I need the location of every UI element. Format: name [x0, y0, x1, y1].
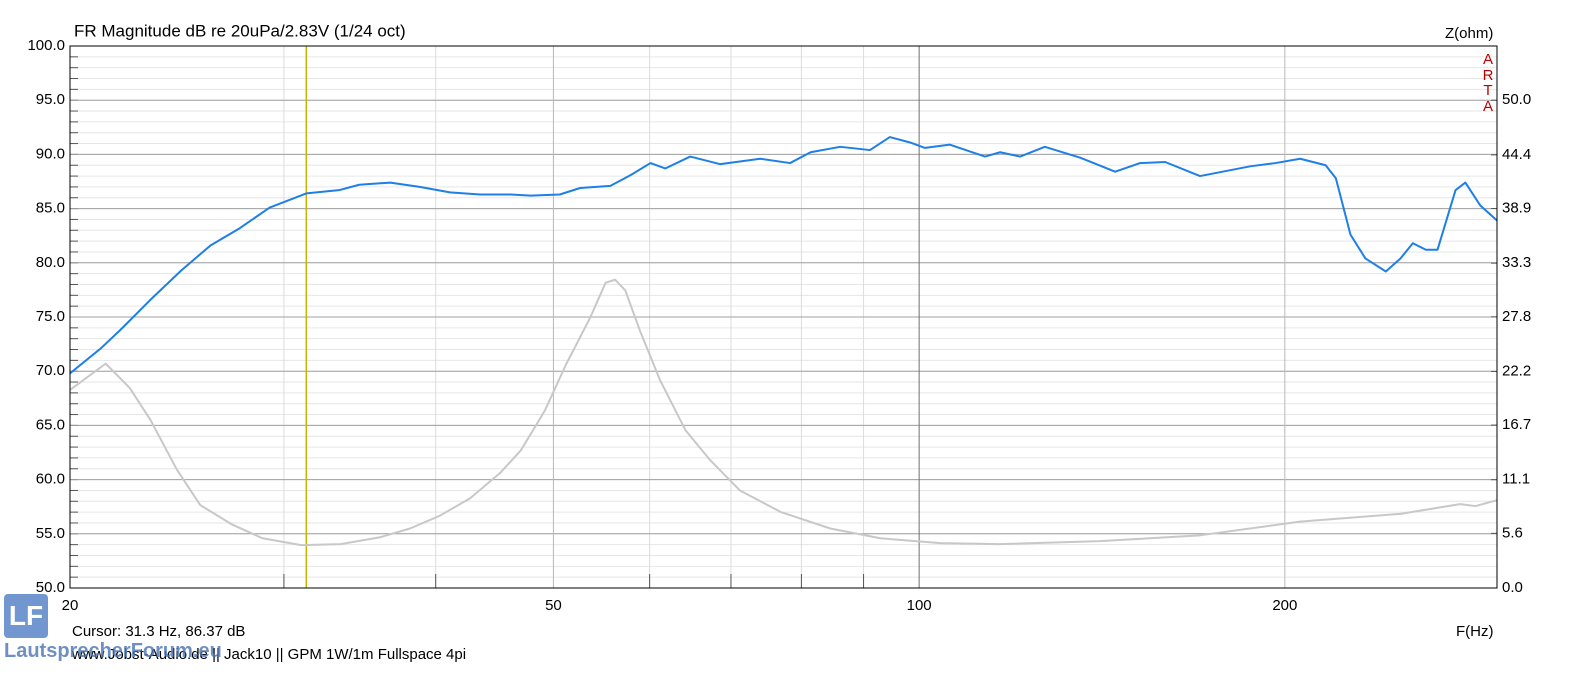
x-tick-label: 50: [545, 597, 562, 614]
y-tick-label: 85.0: [36, 200, 65, 217]
y2-tick-label: 44.4: [1502, 146, 1531, 163]
y-tick-label: 90.0: [36, 145, 65, 162]
y-tick-label: 80.0: [36, 254, 65, 271]
y2-tick-label: 33.3: [1502, 254, 1531, 271]
x-tick-label: 200: [1272, 597, 1297, 614]
logo: LF LautsprecherForum.eu: [4, 594, 222, 662]
series-line: [69, 136, 1498, 375]
y-tick-label: 75.0: [36, 308, 65, 325]
x-tick-label: 100: [907, 597, 932, 614]
y-tick-label: 60.0: [36, 471, 65, 488]
y2-tick-label: 50.0: [1502, 91, 1531, 108]
y-tick-label: 50.0: [36, 579, 65, 596]
cursor-readout: Cursor: 31.3 Hz, 86.37 dB: [72, 623, 245, 640]
y2-tick-label: 16.7: [1502, 416, 1531, 433]
plot-frame: [69, 45, 1498, 589]
y2-tick-label: 5.6: [1502, 524, 1523, 541]
y2-tick-label: 27.8: [1502, 308, 1531, 325]
series-line: [69, 278, 1498, 547]
y2-tick-label: 0.0: [1502, 579, 1523, 596]
y2-axis-label: Z(ohm): [1445, 25, 1493, 42]
footer: www.Jobst-Audio.de || Jack10 || GPM 1W/1…: [71, 646, 466, 663]
y2-tick-label: 11.1: [1502, 471, 1530, 488]
logo-mark: LF: [4, 594, 48, 638]
y2-tick-label: 22.2: [1502, 362, 1531, 379]
y-tick-label: 95.0: [36, 91, 65, 108]
y-tick-label: 65.0: [36, 416, 65, 433]
y-tick-label: 70.0: [36, 362, 65, 379]
y2-tick-label: 38.9: [1502, 199, 1531, 216]
chart-title: FR Magnitude dB re 20uPa/2.83V (1/24 oct…: [74, 21, 406, 40]
x-tick-label: 20: [62, 597, 79, 614]
y-tick-label: 100.0: [27, 37, 65, 54]
logo-text: LautsprecherForum.eu: [4, 640, 222, 662]
x-axis-label: F(Hz): [1456, 623, 1494, 640]
brand: ARTA: [1482, 51, 1494, 115]
y-tick-label: 55.0: [36, 525, 65, 542]
